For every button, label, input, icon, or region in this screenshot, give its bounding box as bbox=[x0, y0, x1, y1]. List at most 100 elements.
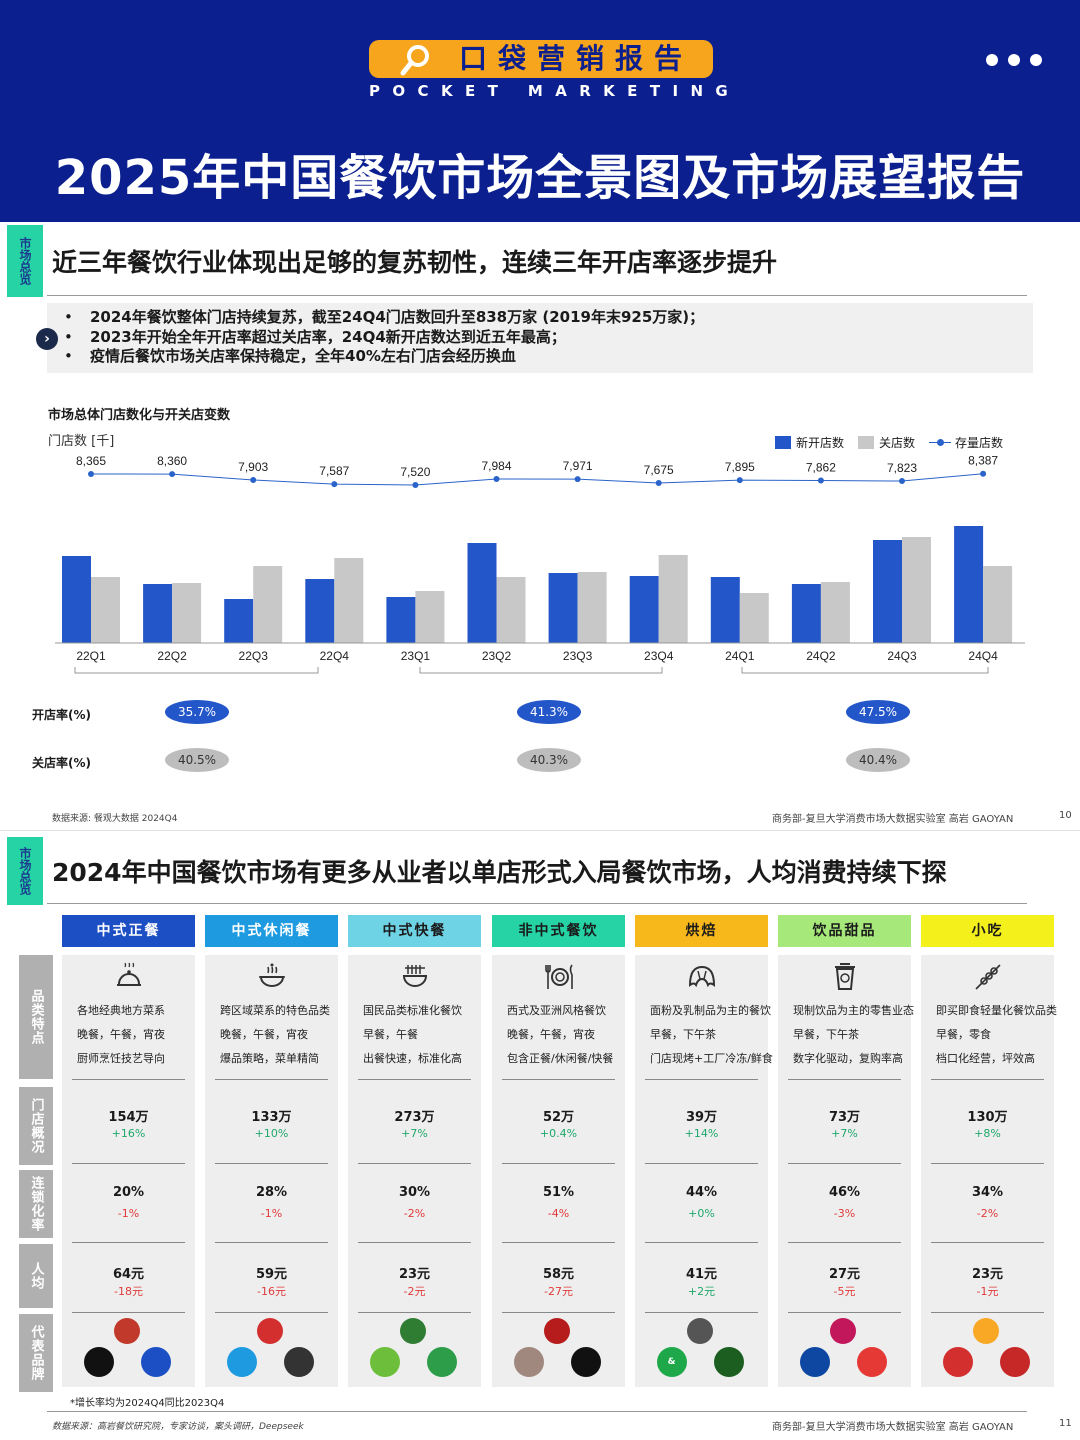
row-label-avg: 人均 bbox=[19, 1244, 53, 1308]
row-label-brands: 代表品牌 bbox=[19, 1314, 53, 1392]
row-separator bbox=[645, 1163, 758, 1164]
category-feature: 早餐，下午茶 bbox=[650, 1028, 716, 1041]
brand-logo bbox=[713, 1347, 744, 1377]
category-column bbox=[205, 955, 338, 1387]
chart-legend: 新开店数 关店数 存量店数 bbox=[775, 434, 1017, 451]
stock-data-label: 7,862 bbox=[806, 461, 836, 475]
row-separator bbox=[502, 1079, 615, 1080]
chain-rate: 20% bbox=[112, 1185, 145, 1200]
close-rate-2023: 40.3% bbox=[517, 748, 581, 772]
chain-rate-change: -3% bbox=[833, 1207, 856, 1220]
chart-title: 市场总体门店数化与开关店变数 bbox=[48, 408, 231, 423]
stock-point bbox=[736, 477, 743, 484]
credit: 商务部-复旦大学消费市场大数据实验室 高岩 GAOYAN bbox=[772, 814, 1014, 825]
category-feature: 早餐，午餐 bbox=[363, 1028, 418, 1041]
row-separator bbox=[788, 1163, 901, 1164]
brand-logo bbox=[369, 1347, 400, 1377]
row-separator bbox=[72, 1163, 185, 1164]
brand-logo bbox=[570, 1347, 601, 1377]
x-tick-label: 24Q1 bbox=[725, 649, 755, 663]
row-separator bbox=[215, 1079, 328, 1080]
noodle-bowl-icon bbox=[402, 965, 427, 987]
bar-new-stores bbox=[954, 526, 984, 643]
croissant-icon bbox=[688, 965, 715, 988]
chain-rate-change: -2% bbox=[403, 1207, 426, 1220]
page-divider bbox=[0, 830, 1080, 831]
avg-spend-change: -16元 bbox=[257, 1285, 286, 1298]
chain-rate-change: -1% bbox=[117, 1207, 140, 1220]
bar-new-stores bbox=[710, 577, 740, 643]
stock-data-label: 7,971 bbox=[563, 459, 593, 473]
legend-label: 关店数 bbox=[879, 436, 916, 450]
brand-subtitle: POCKET MARKETING bbox=[369, 82, 741, 100]
stock-point bbox=[899, 478, 905, 485]
report-header: 口袋营销报告 POCKET MARKETING 2025年中国餐饮市场全景图及市… bbox=[0, 0, 1080, 222]
bar-closed-stores bbox=[496, 577, 526, 643]
row-separator bbox=[788, 1312, 901, 1313]
fork-plate-icon bbox=[544, 964, 573, 989]
stock-line bbox=[90, 473, 984, 486]
growth-note: *增长率均为2024Q4同比2023Q4 bbox=[70, 1398, 225, 1409]
avg-spend-change: -2元 bbox=[403, 1285, 426, 1298]
bar-new-stores bbox=[143, 584, 173, 643]
brand-logo bbox=[543, 1318, 570, 1344]
stock-point bbox=[331, 481, 338, 488]
category-feature: 即买即食轻量化餐饮品类 bbox=[936, 1004, 1057, 1017]
chain-rate: 51% bbox=[542, 1185, 575, 1200]
avg-spend: 41元 bbox=[685, 1267, 718, 1282]
stock-point bbox=[655, 479, 662, 486]
chain-rate-change: -1% bbox=[260, 1207, 283, 1220]
brand-logo bbox=[513, 1347, 544, 1377]
category-feature: 门店现烤+工厂冷冻/鲜食 bbox=[650, 1052, 773, 1065]
brand-logo bbox=[856, 1347, 887, 1377]
store-growth: +7% bbox=[401, 1127, 428, 1140]
stock-data-label: 7,903 bbox=[238, 460, 268, 474]
brand-logo bbox=[256, 1318, 283, 1344]
store-count: 52万 bbox=[542, 1110, 575, 1125]
row-separator bbox=[645, 1079, 758, 1080]
open-rate-label: 开店率(%) bbox=[32, 708, 91, 722]
x-tick-label: 22Q3 bbox=[239, 649, 269, 663]
credit: 商务部-复旦大学消费市场大数据实验室 高岩 GAOYAN bbox=[772, 1422, 1014, 1433]
bar-new-stores bbox=[873, 540, 902, 643]
title-rule bbox=[47, 903, 1027, 904]
bar-closed-stores bbox=[983, 566, 1013, 643]
category-header: 中式快餐 bbox=[348, 915, 481, 947]
bar-new-stores bbox=[629, 576, 659, 643]
brand-logo: & bbox=[656, 1347, 687, 1377]
avg-spend-change: +2元 bbox=[687, 1285, 716, 1298]
bar-closed-stores bbox=[91, 577, 120, 643]
avg-spend: 27元 bbox=[828, 1267, 861, 1282]
more-menu-icon[interactable] bbox=[986, 54, 1042, 66]
avg-spend-change: -18元 bbox=[114, 1285, 143, 1298]
x-tick-label: 23Q1 bbox=[401, 649, 431, 663]
bar-new-stores bbox=[305, 579, 335, 643]
summary-bullets: 2024年餐饮整体门店持续复苏，截至24Q4门店数回升至838万家 (2019年… bbox=[64, 308, 704, 367]
category-column bbox=[348, 955, 481, 1387]
magnifier-icon bbox=[400, 45, 429, 76]
stock-point bbox=[169, 471, 176, 478]
category-column bbox=[778, 955, 911, 1387]
report-title: 2025年中国餐饮市场全景图及市场展望报告 bbox=[54, 150, 1026, 206]
legend-label: 新开店数 bbox=[796, 436, 845, 450]
avg-spend: 23元 bbox=[398, 1267, 431, 1282]
stock-data-label: 7,823 bbox=[887, 461, 917, 475]
bar-closed-stores bbox=[577, 572, 607, 643]
stock-data-label: 8,360 bbox=[157, 455, 187, 468]
bar-closed-stores bbox=[739, 593, 769, 643]
avg-spend-change: -5元 bbox=[833, 1285, 856, 1298]
avg-spend: 58元 bbox=[542, 1267, 575, 1282]
row-separator bbox=[645, 1312, 758, 1313]
bar-closed-stores bbox=[902, 537, 931, 643]
store-growth: +10% bbox=[254, 1127, 289, 1140]
close-rate-label: 关店率(%) bbox=[32, 756, 91, 770]
category-feature: 各地经典地方菜系 bbox=[77, 1004, 165, 1017]
category-header: 中式休闲餐 bbox=[205, 915, 338, 947]
row-separator bbox=[645, 1242, 758, 1243]
bar-new-stores bbox=[62, 556, 91, 643]
category-feature: 爆品策略，菜单精简 bbox=[220, 1052, 319, 1065]
category-header: 非中式餐饮 bbox=[492, 915, 625, 947]
row-separator bbox=[72, 1079, 185, 1080]
chain-rate-change: -2% bbox=[976, 1207, 999, 1220]
bar-new-stores bbox=[386, 597, 416, 643]
